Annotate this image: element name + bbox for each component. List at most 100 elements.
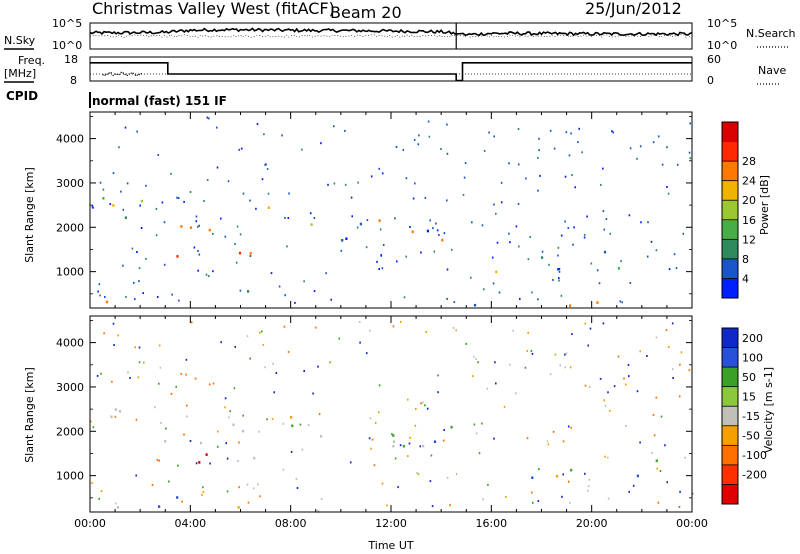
velocity-cell xyxy=(241,429,245,433)
freq-tick-bottom: 8 xyxy=(70,74,77,87)
velocity-cell xyxy=(604,455,606,458)
velocity-cell xyxy=(290,450,293,453)
velocity-ytick-label: 4000 xyxy=(56,337,84,350)
power-cell xyxy=(443,232,446,235)
power-cell xyxy=(602,210,605,213)
velocity-cell xyxy=(234,345,236,348)
power-cell xyxy=(498,291,501,294)
nave-point xyxy=(124,73,126,76)
velocity-cell xyxy=(636,390,639,393)
noise-panel: N.Sky 10^5 10^0 10^5 10^0 N.Search xyxy=(4,17,796,52)
velocity-cell xyxy=(189,440,192,442)
power-cell xyxy=(531,291,533,294)
freq-line xyxy=(90,62,692,82)
velocity-cell xyxy=(257,483,259,486)
nsearch-label: N.Search xyxy=(746,27,796,40)
velocity-cell xyxy=(301,448,304,451)
velocity-cell xyxy=(666,481,668,484)
nsearch-line xyxy=(89,34,693,38)
power-cell xyxy=(657,135,660,138)
power-ytick-label: 1000 xyxy=(56,266,84,279)
power-cell xyxy=(609,232,611,235)
power-cell xyxy=(234,243,236,245)
velocity-cell xyxy=(103,332,105,335)
velocity-panel-frame xyxy=(89,315,693,513)
velocity-cell xyxy=(158,344,161,347)
power-cell xyxy=(440,148,442,150)
nave-point xyxy=(136,74,138,76)
data-gap xyxy=(456,317,460,511)
velocity-cell xyxy=(226,457,229,460)
velocity-cell xyxy=(486,387,489,390)
power-cell xyxy=(396,260,398,263)
power-cell xyxy=(605,218,608,221)
power-cell xyxy=(320,142,322,145)
velocity-cell xyxy=(158,505,161,508)
power-panel-frame xyxy=(89,111,693,309)
power-colorbar-label: 28 xyxy=(742,155,756,168)
velocity-cell xyxy=(114,408,117,411)
power-cell xyxy=(676,163,679,166)
velocity-cell xyxy=(242,414,244,417)
velocity-colorbar-label: 200 xyxy=(742,332,763,345)
power-cell xyxy=(495,270,498,274)
power-cell xyxy=(177,197,180,199)
velocity-cell xyxy=(667,345,670,348)
velocity-cell xyxy=(170,392,173,395)
velocity-xtick-label: 04:00 xyxy=(174,517,206,530)
power-cell xyxy=(537,298,539,301)
velocity-cell xyxy=(559,364,562,367)
power-cell xyxy=(557,246,560,249)
power-ytick-label: 4000 xyxy=(56,133,84,146)
velocity-cell xyxy=(653,434,656,437)
power-cell xyxy=(446,297,448,300)
nave-label: Nave xyxy=(758,64,786,77)
freq-tick-top: 18 xyxy=(64,53,78,66)
power-cell xyxy=(351,215,353,218)
power-cell xyxy=(287,217,290,219)
power-panel: 1000 2000 3000 4000 Slant Range [km] 4 8 12 16… xyxy=(23,111,771,309)
nave-point xyxy=(140,73,142,75)
power-cell xyxy=(138,267,141,270)
velocity-cell xyxy=(96,374,99,377)
power-cell xyxy=(370,175,373,178)
velocity-cell xyxy=(397,486,399,489)
noise-right-tick-bottom: 10^0 xyxy=(707,39,737,52)
nave-point xyxy=(126,74,128,77)
velocity-cell xyxy=(185,358,188,361)
velocity-cell xyxy=(665,329,668,332)
power-cell xyxy=(596,269,599,272)
power-cell xyxy=(207,275,210,278)
power-cell xyxy=(655,249,658,252)
power-cell xyxy=(495,212,497,215)
velocity-cell xyxy=(547,443,550,446)
velocity-cell xyxy=(556,474,559,478)
velocity-cell xyxy=(282,422,285,425)
velocity-cell xyxy=(209,462,211,465)
power-cell xyxy=(131,247,134,250)
velocity-cell xyxy=(628,375,630,378)
power-cell xyxy=(124,216,127,219)
power-cell xyxy=(570,132,572,135)
power-cell xyxy=(220,217,222,220)
power-cell xyxy=(344,129,346,132)
power-cell xyxy=(558,277,560,280)
power-cell xyxy=(145,184,147,187)
velocity-colorbar-label: 15 xyxy=(742,390,756,403)
velocity-cell xyxy=(671,322,674,325)
velocity-cell xyxy=(655,459,658,463)
velocity-cell xyxy=(465,342,467,345)
power-cell xyxy=(492,282,495,285)
power-cell xyxy=(621,301,623,304)
power-cell xyxy=(558,267,561,270)
velocity-cell xyxy=(569,501,571,504)
power-colorbar-swatch xyxy=(722,200,738,221)
beam-label: Beam 20 xyxy=(330,3,402,22)
power-cell xyxy=(99,294,101,297)
velocity-cell xyxy=(138,361,141,364)
velocity-cell xyxy=(655,396,658,399)
power-cell xyxy=(446,199,448,202)
velocity-cell xyxy=(632,484,635,487)
power-x-ticks xyxy=(89,112,693,308)
power-cell xyxy=(590,262,593,265)
